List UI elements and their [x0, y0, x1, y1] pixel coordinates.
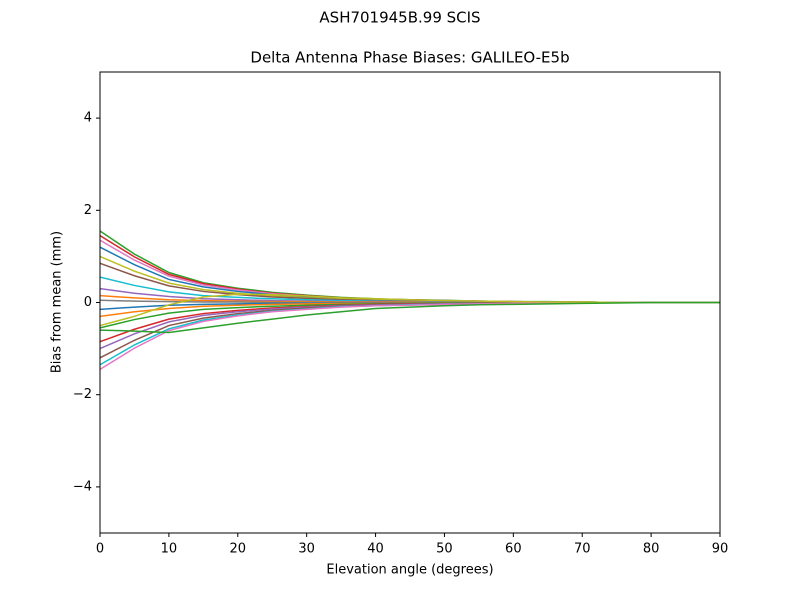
x-tick-label: 40 — [367, 542, 384, 557]
y-tick-label: −4 — [73, 479, 92, 494]
x-tick-label: 90 — [712, 542, 729, 557]
suptitle: ASH701945B.99 SCIS — [319, 9, 480, 27]
y-tick-label: 4 — [84, 111, 92, 126]
x-tick-label: 70 — [574, 542, 591, 557]
y-tick-label: 2 — [84, 203, 92, 218]
y-tick-label: 0 — [84, 295, 92, 310]
chart-title: Delta Antenna Phase Biases: GALILEO-E5b — [250, 49, 569, 67]
plot-area — [99, 230, 720, 370]
series-line — [99, 301, 720, 334]
x-tick-label: 0 — [96, 542, 104, 557]
x-tick-label: 80 — [643, 542, 660, 557]
y-tick-label: −2 — [73, 387, 92, 402]
x-tick-label: 50 — [436, 542, 453, 557]
x-tick-label: 10 — [161, 542, 178, 557]
x-tick-label: 30 — [298, 542, 315, 557]
x-tick-label: 20 — [230, 542, 247, 557]
x-axis-label: Elevation angle (degrees) — [326, 563, 493, 578]
x-tick-label: 60 — [505, 542, 522, 557]
y-axis-label: Bias from mean (mm) — [50, 231, 65, 373]
